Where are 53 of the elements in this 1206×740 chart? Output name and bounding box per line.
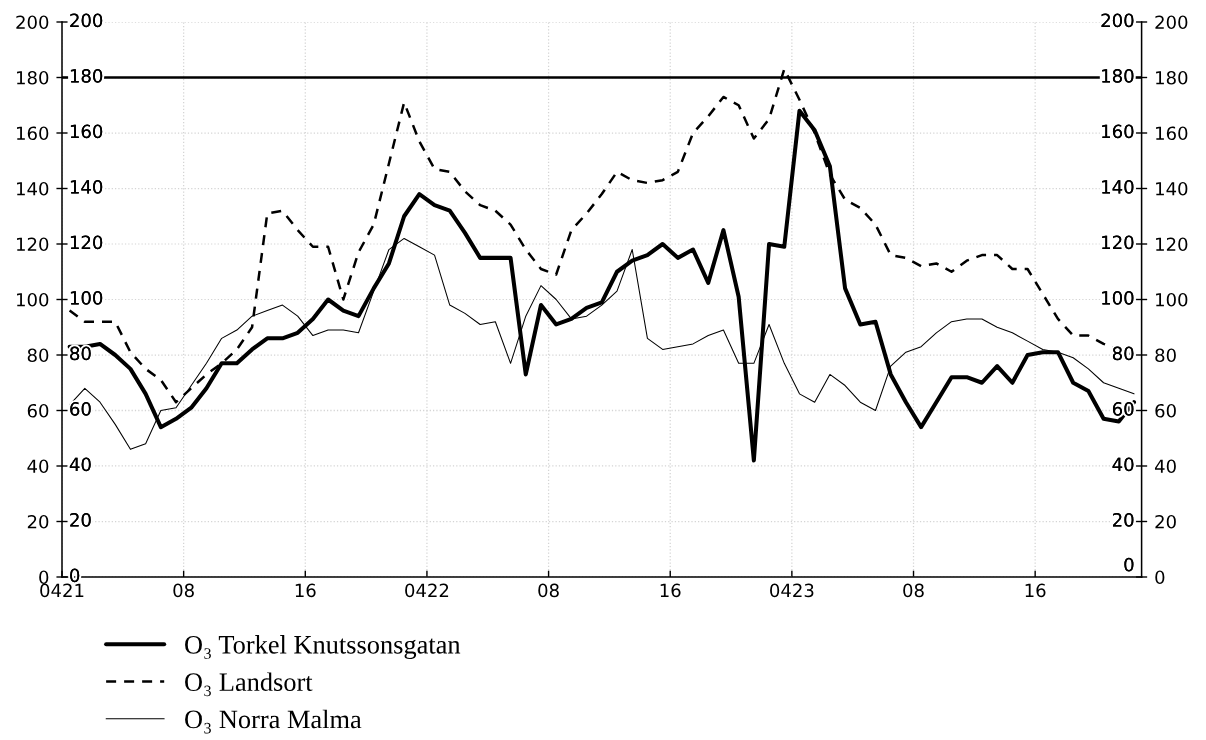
annotation: 40: [1112, 457, 1134, 472]
annotation: 180: [1102, 69, 1134, 83]
annotation: 140: [1102, 180, 1134, 194]
x-tick-label: 08: [173, 583, 194, 598]
y2-tick-label: 80: [1155, 348, 1176, 363]
x-tick-label: 16: [295, 583, 316, 598]
legend-label: O₃ Torkel Knutssonsgatan: [185, 635, 461, 660]
annotation: 0: [1124, 557, 1134, 572]
y2-tick-label: 120: [1156, 237, 1188, 252]
y3-tick-label: 200: [16, 15, 49, 30]
y-tick-label: 60: [70, 402, 91, 416]
y-tick-label: 100: [70, 291, 103, 305]
y-tick-label: 200: [70, 13, 103, 28]
y2-tick-label: 200: [1155, 15, 1188, 30]
y-tick-label: 40: [69, 457, 91, 472]
annotation: 160: [1102, 124, 1134, 139]
y3-tick-label: 140: [17, 181, 49, 196]
y2-tick-label: 40: [1154, 459, 1176, 474]
y-tick-label: 160: [70, 124, 103, 139]
y3-tick-label: 20: [27, 514, 49, 529]
annotation: 200: [1101, 13, 1134, 28]
legend-label: O₃ Landsort: [185, 672, 313, 697]
y2-tick-label: 60: [1155, 403, 1176, 418]
x-tick-label: 0423: [770, 583, 814, 598]
y3-tick-label: 0: [39, 570, 49, 585]
x-tick-label: 08: [538, 583, 559, 598]
y3-tick-label: 120: [17, 237, 49, 252]
y2-tick-label: 140: [1156, 181, 1188, 196]
annotation: 20: [1113, 513, 1134, 527]
y-tick-label: 180: [70, 69, 103, 83]
y2-tick-label: 160: [1156, 126, 1188, 141]
annotation: 100: [1102, 291, 1134, 305]
x-tick-label: 08: [903, 583, 924, 598]
x-tick-label: 0421: [40, 583, 84, 598]
y-tick-label: 140: [70, 180, 103, 194]
annotation: 120: [1102, 235, 1134, 250]
y3-tick-label: 180: [17, 70, 49, 85]
x-tick-label: 0422: [405, 583, 449, 598]
y2-tick-label: 180: [1156, 70, 1188, 85]
y3-tick-label: 40: [27, 459, 49, 474]
x-tick-label: 16: [1025, 583, 1046, 598]
legend-label: O₃ Norra Malma: [185, 709, 362, 734]
annotation: 80: [1112, 346, 1134, 361]
y3-tick-label: 100: [17, 292, 49, 307]
y2-tick-label: 0: [1155, 570, 1165, 585]
y2-tick-label: 20: [1155, 514, 1176, 529]
x-tick-label: 16: [660, 583, 681, 598]
y3-tick-label: 60: [27, 403, 49, 418]
y2-tick-label: 100: [1156, 292, 1188, 307]
y-tick-label: 20: [70, 513, 91, 527]
y3-tick-label: 160: [17, 126, 49, 141]
y3-tick-label: 80: [27, 348, 49, 363]
y-tick-label: 120: [70, 235, 103, 250]
